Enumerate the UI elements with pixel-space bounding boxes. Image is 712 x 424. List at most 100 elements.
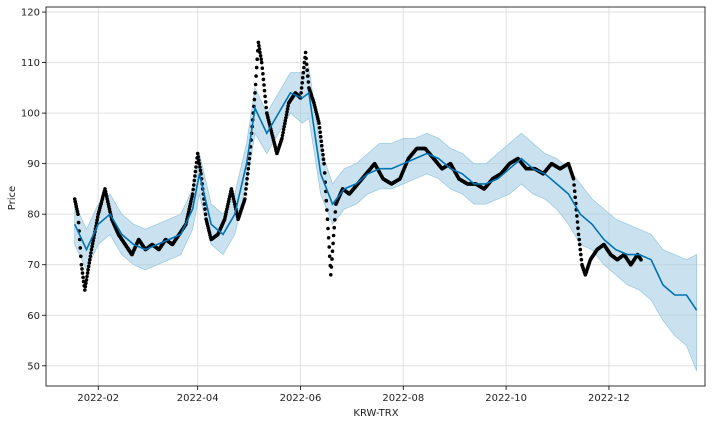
observed-point (261, 72, 265, 76)
observed-point (318, 130, 323, 134)
observed-point (262, 83, 266, 87)
observed-point (192, 178, 197, 183)
y-tick-label: 90 (27, 159, 40, 170)
observed-point (304, 62, 309, 67)
observed-point (579, 257, 584, 262)
x-tick-label: 2022-06 (280, 393, 322, 404)
observed-point (80, 271, 85, 275)
plot-frame (45, 6, 706, 387)
observed-point (193, 169, 198, 174)
observed-point (84, 281, 88, 286)
x-axis-label: KRW-TRX (353, 408, 398, 419)
x-tick-label: 2022-04 (177, 393, 219, 404)
observed-point (306, 80, 311, 84)
observed-point (76, 220, 81, 225)
observed-point (317, 125, 322, 130)
y-tick-label: 110 (21, 58, 40, 69)
y-axis-ticks: 50 60 70 80 90 100 110 120 (21, 8, 46, 372)
y-tick-label: 50 (27, 361, 40, 372)
observed-point (284, 113, 289, 117)
observed-point (327, 254, 332, 259)
observed-point (88, 257, 92, 262)
observed-point (299, 86, 304, 90)
observed-point (329, 273, 333, 277)
observed-point (261, 77, 266, 82)
observed-point (333, 218, 337, 222)
observed-point (247, 156, 252, 161)
observed-point (576, 226, 580, 230)
observed-point (284, 116, 288, 120)
observed-point (327, 245, 332, 249)
observed-point (303, 50, 308, 55)
observed-point (198, 168, 203, 173)
y-tick-label: 120 (21, 8, 40, 19)
observed-point (576, 232, 581, 237)
observed-point (247, 161, 251, 166)
observed-point (571, 177, 576, 181)
observed-point (193, 174, 197, 178)
observed-point (280, 136, 284, 141)
observed-point (86, 268, 90, 272)
observed-point (321, 152, 325, 157)
observed-point (301, 70, 306, 75)
observed-point (300, 75, 305, 80)
observed-point (244, 182, 249, 186)
observed-point (195, 151, 200, 156)
observed-point (259, 60, 264, 65)
observed-point (190, 192, 195, 196)
observed-point (264, 105, 269, 110)
observed-point (95, 215, 100, 219)
x-tick-label: 2022-02 (77, 393, 119, 404)
observed-point (192, 183, 196, 187)
y-tick-label: 80 (27, 210, 40, 221)
observed-point (575, 214, 579, 218)
observed-point (572, 189, 577, 193)
axes-frame (45, 6, 706, 387)
observed-point (243, 197, 247, 201)
observed-point (197, 158, 201, 163)
observed-point (577, 242, 582, 247)
observed-point (330, 249, 335, 253)
observed-point (579, 252, 583, 257)
observed-point (89, 251, 93, 255)
y-tick-label: 100 (21, 109, 40, 120)
observed-point (305, 68, 310, 72)
observed-point (318, 134, 323, 139)
observed-point (329, 265, 334, 269)
observed-point (259, 57, 264, 61)
observed-point (95, 218, 99, 222)
observed-point (245, 177, 249, 181)
observed-point (86, 264, 91, 269)
observed-point (254, 65, 259, 70)
observed-point (573, 195, 577, 200)
observed-point (257, 43, 261, 48)
observed-point (333, 210, 338, 214)
observed-point (286, 104, 290, 108)
observed-point (76, 212, 80, 216)
observed-point (89, 247, 94, 252)
observed-point (258, 54, 263, 58)
observed-point (85, 271, 90, 275)
observed-point (203, 212, 208, 216)
x-tick-label: 2022-12 (588, 393, 630, 404)
observed-point (79, 262, 84, 267)
observed-point (83, 284, 88, 289)
observed-point (302, 65, 306, 70)
observed-point (325, 208, 329, 212)
observed-point (84, 278, 89, 282)
observed-point (326, 236, 331, 240)
observed-point (304, 56, 308, 61)
observed-point (244, 187, 248, 191)
observed-point (281, 130, 285, 135)
x-tick-label: 2022-10 (485, 393, 527, 404)
y-tick-label: 60 (27, 311, 40, 322)
observed-point (85, 274, 89, 279)
observed-point (252, 97, 257, 102)
observed-point (90, 244, 94, 249)
observed-point (253, 91, 257, 95)
observed-point (203, 207, 207, 211)
observed-point (326, 226, 330, 231)
observed-point (198, 165, 202, 169)
observed-point (81, 275, 85, 280)
observed-point (191, 187, 195, 192)
